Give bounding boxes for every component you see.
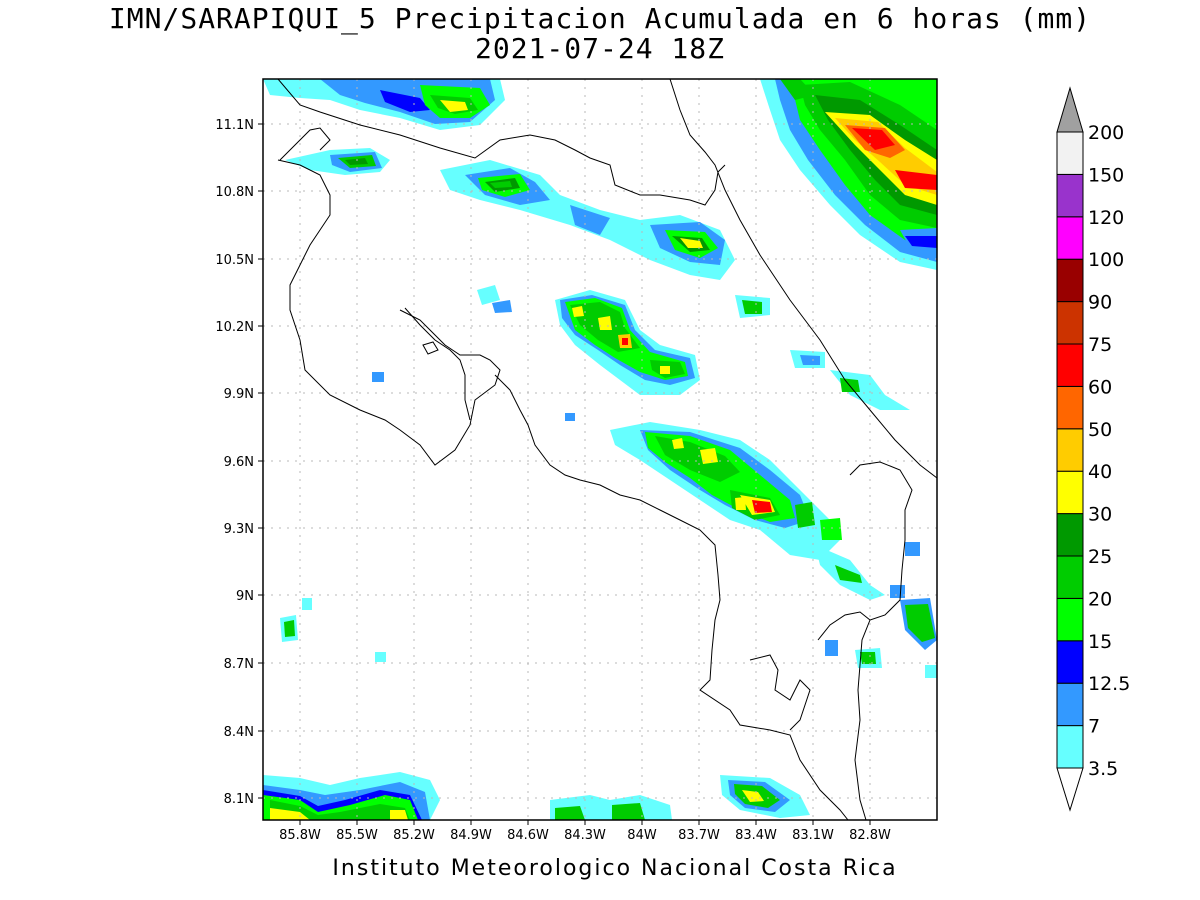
lat-tick: 11.1N bbox=[215, 118, 254, 133]
lon-tick: 84.6W bbox=[507, 828, 549, 843]
colorbar-swatch bbox=[1056, 597, 1084, 642]
colorbar-swatch bbox=[1056, 682, 1084, 727]
colorbar-swatch bbox=[1056, 173, 1084, 218]
colorbar-swatch bbox=[1056, 301, 1084, 345]
map-title: IMN/SARAPIQUI_5 Precipitacion Acumulada … bbox=[108, 2, 1092, 35]
colorbar-level-label: 15 bbox=[1088, 631, 1112, 653]
colorbar-level-label: 30 bbox=[1088, 504, 1112, 526]
colorbar-level-label: 3.5 bbox=[1088, 758, 1118, 780]
colorbar-level-label: 50 bbox=[1088, 419, 1112, 441]
colorbar-swatch bbox=[1056, 385, 1084, 430]
colorbar-swatch bbox=[1056, 555, 1084, 599]
precip-cell-talamanca bbox=[610, 422, 937, 668]
colorbar-level-label: 200 bbox=[1088, 122, 1124, 144]
colorbar-level-label: 12.5 bbox=[1088, 673, 1130, 695]
lon-tick: 82.8W bbox=[849, 828, 891, 843]
lat-tick: 10.2N bbox=[215, 320, 254, 335]
colorbar-swatch bbox=[1056, 258, 1084, 303]
lon-tick: 83.1W bbox=[792, 828, 834, 843]
lon-tick: 85.2W bbox=[393, 828, 435, 843]
lon-tick: 84W bbox=[627, 828, 657, 843]
lat-tick: 9.9N bbox=[224, 387, 254, 402]
colorbar-swatch bbox=[1056, 470, 1084, 515]
map-background bbox=[263, 79, 937, 820]
colorbar-swatch bbox=[1056, 725, 1084, 769]
lon-tick-marks bbox=[299, 820, 871, 825]
credit-text: Instituto Meteorologico Nacional Costa R… bbox=[332, 856, 898, 881]
precipitation-field bbox=[263, 79, 937, 820]
lat-tick-marks bbox=[258, 123, 263, 799]
colorbar-level-label: 90 bbox=[1088, 292, 1112, 314]
precip-cell-northeast bbox=[760, 79, 937, 270]
colorbar-level-label: 40 bbox=[1088, 461, 1112, 483]
colorbar-over-arrow bbox=[1056, 86, 1084, 133]
longitude-axis: 85.8W 85.5W 85.2W 84.9W 84.6W 84.3W 84W … bbox=[279, 828, 891, 843]
lat-tick: 8.4N bbox=[224, 725, 254, 740]
colorbar-swatch bbox=[1056, 513, 1084, 557]
colorbar-swatch bbox=[1056, 428, 1084, 472]
colorbar-level-label: 20 bbox=[1088, 588, 1112, 610]
lon-tick: 85.8W bbox=[279, 828, 321, 843]
precip-cell-guanacaste bbox=[285, 148, 390, 175]
lat-tick: 9N bbox=[236, 589, 254, 604]
lat-tick: 8.7N bbox=[224, 657, 254, 672]
colorbar-level-label: 60 bbox=[1088, 376, 1112, 398]
colorbar-legend: 3.5 7 12.5 15 20 25 30 40 50 60 75 90 100 120 150 200 bbox=[1056, 86, 1130, 812]
colorbar-level-label: 7 bbox=[1088, 716, 1100, 738]
latitude-axis: 11.1N 10.8N 10.5N 10.2N 9.9N 9.6N 9.3N 9… bbox=[215, 118, 254, 807]
lon-tick: 85.5W bbox=[336, 828, 378, 843]
precip-cell-central-chain bbox=[477, 285, 700, 395]
colorbar-level-label: 150 bbox=[1088, 164, 1124, 186]
map-frame bbox=[262, 78, 938, 821]
precip-cell-misc bbox=[280, 372, 937, 678]
grid-lines bbox=[263, 79, 937, 820]
map-subtitle-date: 2021-07-24 18Z bbox=[474, 32, 725, 65]
coastlines-and-borders bbox=[277, 79, 937, 820]
lat-tick: 10.5N bbox=[215, 253, 254, 268]
colorbar-swatch bbox=[1056, 343, 1084, 387]
lat-tick: 9.3N bbox=[224, 522, 254, 537]
colorbar-level-label: 75 bbox=[1088, 334, 1112, 356]
lon-tick: 84.3W bbox=[564, 828, 606, 843]
lon-tick: 84.9W bbox=[450, 828, 492, 843]
colorbar-level-label: 25 bbox=[1088, 546, 1112, 568]
precip-cell-south bbox=[263, 772, 810, 820]
colorbar-swatch bbox=[1056, 131, 1084, 175]
lon-tick: 83.4W bbox=[735, 828, 777, 843]
colorbar-swatch bbox=[1056, 216, 1084, 260]
lat-tick: 8.1N bbox=[224, 792, 254, 807]
lat-tick: 10.8N bbox=[215, 185, 254, 200]
lat-tick: 9.6N bbox=[224, 455, 254, 470]
precip-cell-north-coast bbox=[263, 79, 505, 130]
lon-tick: 83.7W bbox=[678, 828, 720, 843]
colorbar-under-arrow bbox=[1056, 767, 1084, 812]
precip-cell-caribbean bbox=[735, 295, 910, 410]
precip-cell-north-central bbox=[440, 160, 735, 280]
colorbar-level-label: 100 bbox=[1088, 249, 1124, 271]
colorbar-level-label: 120 bbox=[1088, 207, 1124, 229]
colorbar-swatch bbox=[1056, 640, 1084, 684]
